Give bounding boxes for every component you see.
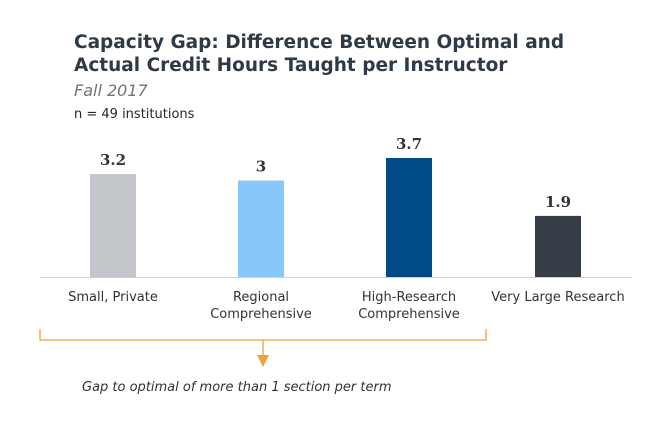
sample-size-note: n = 49 institutions — [74, 107, 195, 122]
category-label-2: Regional Comprehensive — [210, 290, 312, 322]
bar-4 — [535, 215, 581, 277]
category-label-4: Very Large Research — [491, 290, 624, 305]
category-label-3: High-Research Comprehensive — [358, 290, 460, 322]
category-label-1: Small, Private — [68, 290, 158, 305]
chart-subtitle: Fall 2017 — [74, 81, 148, 100]
value-label-2: 3 — [256, 158, 266, 176]
bar-3 — [386, 158, 432, 277]
value-label-1: 3.2 — [100, 151, 126, 169]
value-label-4: 1.9 — [545, 193, 571, 211]
bracket-line — [39, 329, 487, 341]
value-label-3: 3.7 — [396, 135, 422, 153]
bar-1 — [90, 174, 136, 277]
chart-title: Capacity Gap: Difference Between Optimal… — [74, 32, 565, 76]
gap-annotation: Gap to optimal of more than 1 section pe… — [82, 380, 392, 395]
arrow-head — [257, 355, 269, 367]
bar-2 — [238, 180, 284, 277]
